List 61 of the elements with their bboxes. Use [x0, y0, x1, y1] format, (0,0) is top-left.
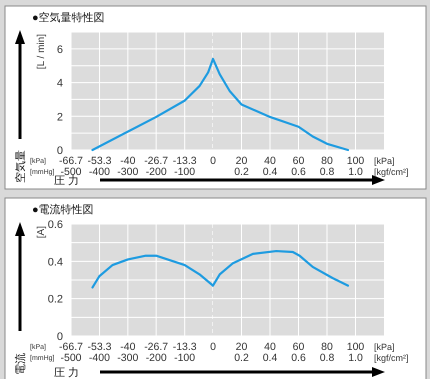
x2-tick-label: 1.0 — [348, 352, 363, 364]
y-tick-label: 0.4 — [48, 256, 63, 268]
x-tick-label: 40 — [264, 155, 276, 167]
y-tick-label: 0.2 — [48, 294, 63, 306]
y-tick-label: 2 — [56, 111, 63, 124]
text: [A] — [36, 226, 47, 238]
x2-tick-label: -100 — [174, 352, 196, 364]
x-tick-label: -26.7 — [144, 341, 168, 353]
x2-tick-label: 1.0 — [348, 166, 363, 178]
x-tick-label: 100 — [346, 341, 364, 353]
text: [L / min] — [36, 34, 47, 70]
x-tick-label: -40 — [120, 341, 136, 353]
y-tick-label: 0 — [56, 331, 63, 343]
x-tick-label: 80 — [321, 341, 333, 353]
x-tick-label: -53.3 — [88, 155, 112, 167]
x-tick-label: -13.3 — [172, 341, 197, 353]
x2-tick-label: -400 — [88, 352, 110, 364]
x2-tick-label: 0.4 — [262, 352, 278, 364]
x2-tick-label: -300 — [117, 352, 138, 364]
x2-tick-label: -200 — [146, 352, 167, 364]
x2-tick-label: 0.2 — [234, 166, 249, 178]
chart-title: ●空気量特性図 — [32, 11, 105, 24]
x-tick-label: 100 — [346, 155, 364, 167]
x-tick-label: 20 — [236, 341, 248, 353]
x-tick-label: -13.3 — [172, 155, 197, 167]
y-tick-label: 6 — [56, 44, 63, 56]
x2-tick-label: 0.6 — [291, 352, 306, 364]
x2-tick-label: -500 — [60, 352, 82, 364]
x2-tick-label: 0.8 — [320, 166, 334, 178]
x-tick-label: -66.7 — [59, 155, 84, 167]
x-axis-title: 圧 力 — [54, 366, 80, 379]
x-tick-label: 60 — [292, 341, 304, 353]
text: [kPa] — [374, 342, 395, 352]
x-tick-label: 60 — [292, 155, 304, 167]
x-tick-label: -53.3 — [88, 341, 112, 353]
text: [kPa] — [374, 156, 395, 166]
y-tick-label: 0.6 — [48, 219, 63, 231]
x-tick-label: 20 — [236, 155, 248, 167]
x2-tick-label: -100 — [174, 166, 196, 178]
x-tick-label: 80 — [321, 155, 333, 167]
x-tick-label: -66.7 — [59, 341, 84, 353]
x2-tick-label: 0.2 — [234, 352, 249, 364]
x-tick-label: 40 — [264, 341, 276, 353]
y-tick-label: 4 — [56, 78, 63, 90]
text: [kgf/cm²] — [374, 353, 409, 363]
y-axis-title: 空気量 — [14, 150, 27, 183]
x-axis-title: 圧 力 — [54, 174, 80, 187]
x2-tick-label: -300 — [117, 166, 138, 178]
x2-tick-label: 0.8 — [320, 352, 334, 364]
x2-tick-label: 0.6 — [291, 166, 306, 178]
x-tick-label: 0 — [210, 155, 216, 167]
x2-tick-label: 0.4 — [262, 166, 278, 178]
chart-title: ●電流特性図 — [32, 203, 94, 216]
x-tick-label: 0 — [210, 341, 216, 353]
y-tick-label: 0 — [56, 145, 63, 157]
x-tick-label: -26.7 — [144, 155, 168, 167]
x-tick-label: -40 — [120, 155, 136, 167]
x2-tick-label: -400 — [88, 166, 110, 178]
text: [kgf/cm²] — [374, 167, 409, 177]
x2-tick-label: -200 — [146, 166, 167, 178]
y-axis-title: 電流 — [14, 353, 27, 375]
